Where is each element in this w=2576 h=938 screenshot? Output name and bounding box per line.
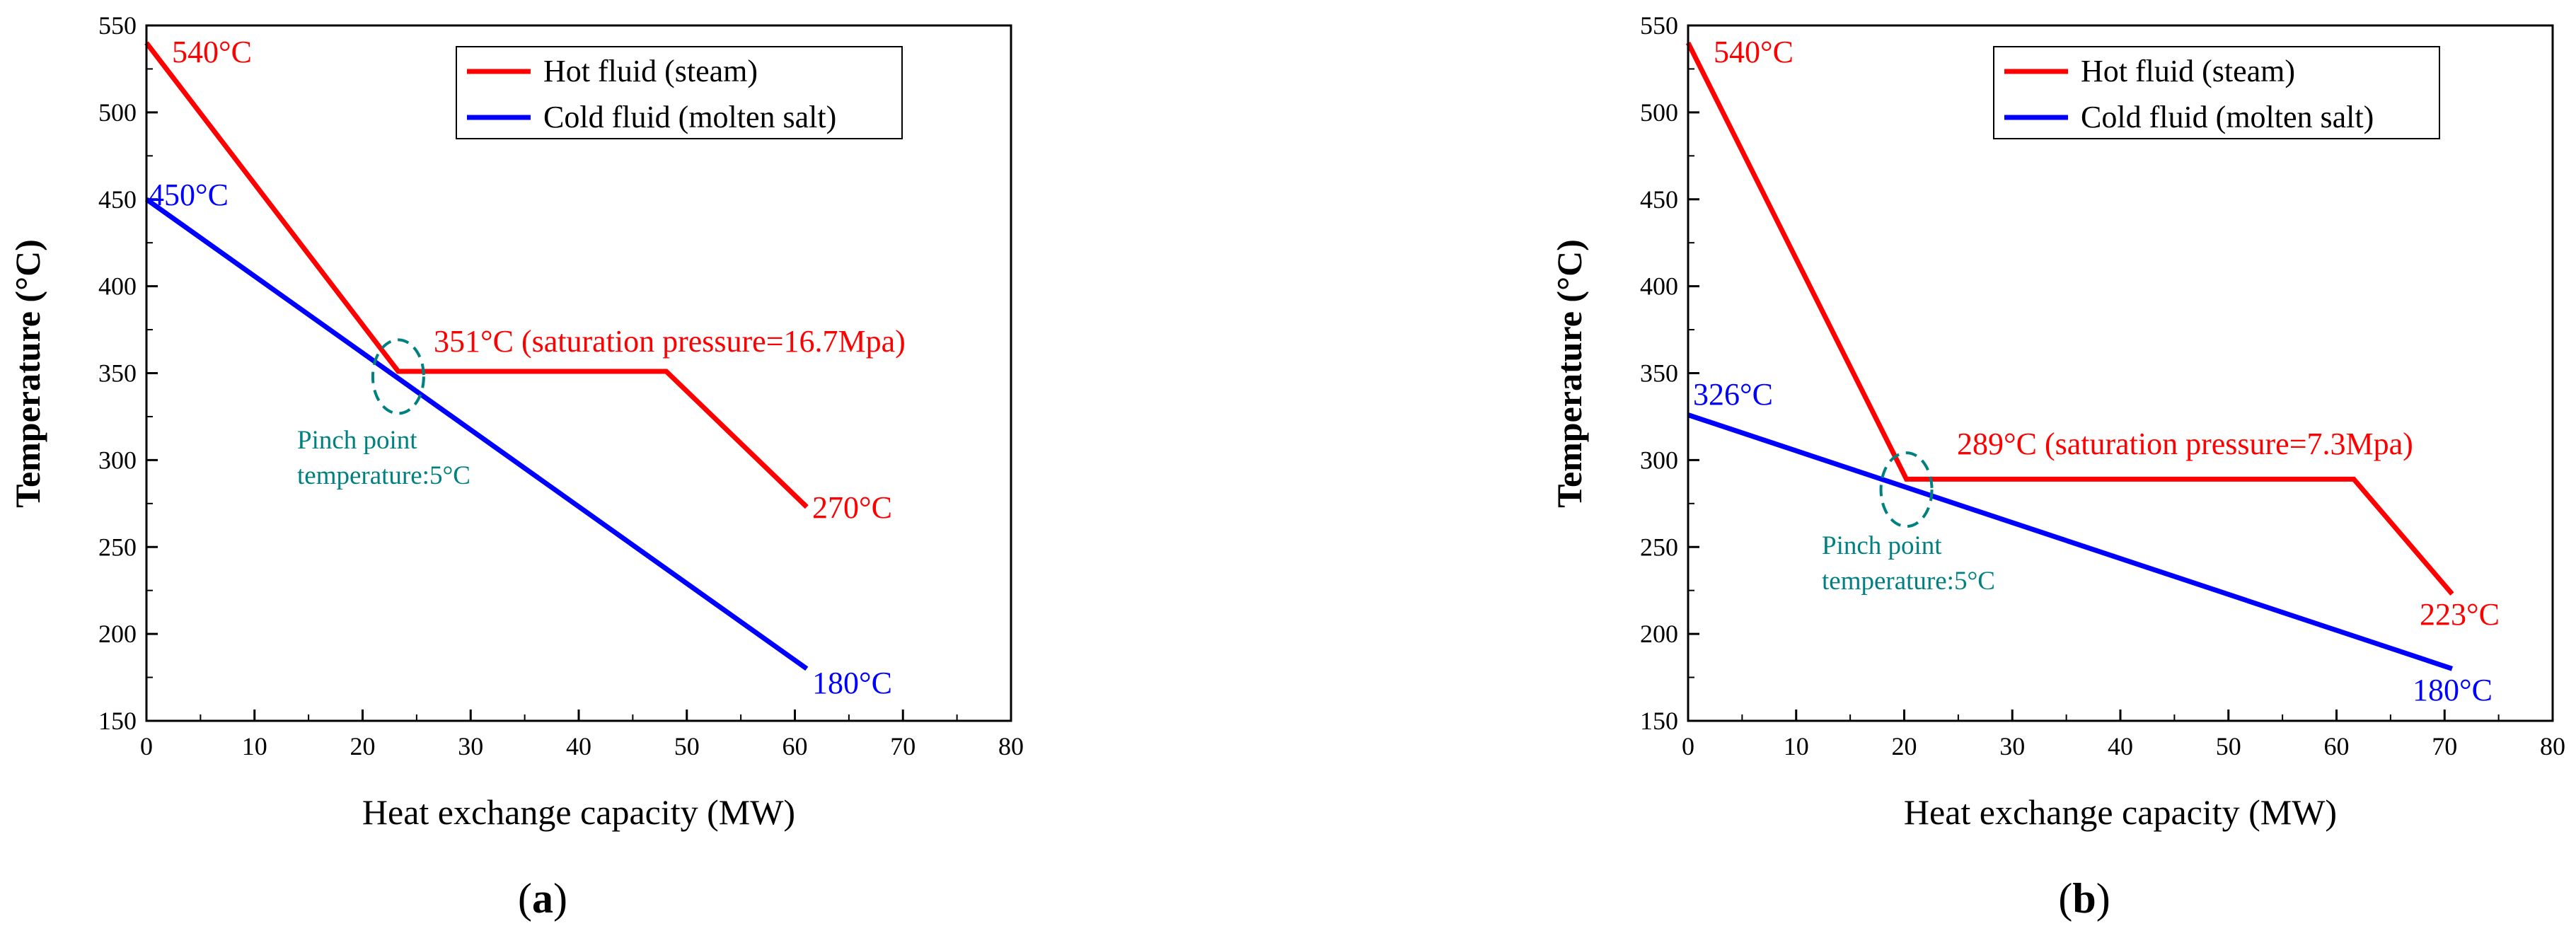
panel-b-series-cold-line	[1687, 412, 2454, 671]
panel-b-x-tick-label: 10	[1784, 732, 1809, 760]
panel-b-hot-end-label: 223°C	[2420, 597, 2500, 632]
panel-b-letter: (b)	[2058, 875, 2110, 922]
panel-b-cold-end-label: 180°C	[2413, 673, 2493, 707]
panel-b-x-tick-label: 30	[1999, 732, 2025, 760]
panel-b-saturation-label: 289°C (saturation pressure=7.3Mpa)	[1957, 427, 2413, 461]
panel-a-x-tick-label: 70	[890, 732, 916, 760]
panel-a-series-cold-line	[144, 197, 809, 671]
panel-a-y-tick-label: 400	[98, 272, 137, 301]
panel-a-cold-start-label: 450°C	[149, 178, 229, 212]
panel-b-legend-box	[1993, 46, 2440, 139]
panel-b: 0 10 20 30 40 50 60 70 80 150 200 250 300 350 400 450 50…	[1549, 11, 2565, 922]
panel-b-plot-frame	[1687, 24, 2554, 722]
panel-a-legend: Hot fluid (steam) Cold fluid (molten sal…	[456, 46, 903, 139]
panel-a-y-tick-label: 250	[98, 533, 137, 561]
panel-b-x-tick-label: 0	[1682, 732, 1694, 760]
panel-a-ticks: 0 10 20 30 40 50 60 70 80 150 200 250 300 350 400 450 50…	[98, 11, 1024, 760]
panel-b-cold-start-label: 326°C	[1693, 377, 1773, 412]
panel-a-x-tick-label: 20	[350, 732, 376, 760]
panel-b-ticks: 0 10 20 30 40 50 60 70 80 150 200 250 300 350 400 450 50…	[1640, 11, 2565, 760]
panel-b-series	[1685, 42, 2454, 671]
panel-a-hot-start-label: 540°C	[172, 35, 252, 69]
panel-b-legend-hot-label: Hot fluid (steam)	[2081, 54, 2295, 88]
panel-a-y-tick-label: 300	[98, 446, 137, 474]
panel-a-hot-end-label: 270°C	[812, 490, 892, 525]
panel-a-x-tick-label: 40	[566, 732, 591, 760]
panel-a-y-tick-label: 450	[98, 185, 137, 214]
panel-b-legend: Hot fluid (steam) Cold fluid (molten sal…	[1993, 46, 2440, 139]
panel-b-series-hot-line	[1685, 42, 2454, 596]
panel-b-pinch-circle	[1879, 451, 1934, 528]
panel-a-x-tick-label: 50	[674, 732, 700, 760]
panel-a-legend-cold-label: Cold fluid (molten salt)	[543, 100, 836, 134]
panel-b-y-tick-label: 500	[1640, 98, 1678, 127]
panel-b-y-tick-label: 400	[1640, 272, 1678, 301]
panel-a-pinch-label-line1: Pinch point	[297, 426, 417, 455]
panel-a-legend-box	[456, 46, 903, 139]
panel-a-x-tick-label: 30	[458, 732, 483, 760]
panel-b-legend-cold-label: Cold fluid (molten salt)	[2081, 100, 2374, 134]
panel-b-y-tick-label: 250	[1640, 533, 1678, 561]
panel-a-saturation-label: 351°C (saturation pressure=16.7Mpa)	[434, 324, 906, 359]
panel-a-letter-text: a	[532, 875, 553, 922]
panel-a-x-tick-label: 60	[782, 732, 808, 760]
panel-a-series	[144, 41, 809, 671]
panel-b-x-tick-label: 80	[2540, 732, 2565, 760]
panel-a-plot-frame	[145, 24, 1012, 722]
panel-a-pinch-label-line2: temperature:5°C	[297, 461, 470, 490]
panel-b-y-tick-label: 200	[1640, 620, 1678, 648]
panel-b-x-tick-label: 70	[2432, 732, 2457, 760]
panel-a-y-tick-label: 350	[98, 359, 137, 388]
panel-b-x-tick-label: 20	[1892, 732, 1917, 760]
panel-a-x-axis-title: Heat exchange capacity (MW)	[362, 792, 795, 832]
panel-b-hot-start-label: 540°C	[1714, 35, 1794, 69]
panel-a-series-hot-line	[144, 41, 809, 509]
panel-a-pinch-circle	[371, 338, 425, 415]
panel-a: 0 10 20 30 40 50 60 70 80 150 200 250 300 350 400 450 50…	[8, 11, 1024, 922]
panel-a-x-tick-label: 80	[998, 732, 1024, 760]
panel-b-y-tick-label: 150	[1640, 707, 1678, 735]
panel-a-x-tick-label: 0	[140, 732, 153, 760]
panel-b-y-axis-title: Temperature (°C)	[1549, 239, 1589, 508]
panel-b-x-tick-label: 60	[2324, 732, 2350, 760]
panel-b-x-tick-label: 50	[2216, 732, 2241, 760]
panel-a-legend-hot-label: Hot fluid (steam)	[543, 54, 758, 88]
panel-b-y-tick-label: 300	[1640, 446, 1678, 474]
panel-a-y-tick-label: 550	[98, 11, 137, 40]
panel-b-pinch-label-line2: temperature:5°C	[1822, 567, 1995, 596]
panel-a-y-tick-label: 500	[98, 98, 137, 127]
panel-b-y-tick-label: 550	[1640, 11, 1678, 40]
panel-a-cold-end-label: 180°C	[812, 666, 892, 700]
panel-b-y-tick-label: 450	[1640, 185, 1678, 214]
panel-a-x-tick-label: 10	[242, 732, 267, 760]
panel-b-letter-text: b	[2072, 875, 2096, 922]
panel-a-y-tick-label: 200	[98, 620, 137, 648]
panel-b-y-tick-label: 350	[1640, 359, 1678, 388]
panel-b-x-tick-label: 40	[2108, 732, 2133, 760]
panel-b-pinch-label-line1: Pinch point	[1822, 531, 1942, 560]
panel-a-letter: (a)	[518, 875, 567, 922]
panel-b-x-axis-title: Heat exchange capacity (MW)	[1904, 792, 2337, 832]
panel-a-y-tick-label: 150	[98, 707, 137, 735]
panel-a-y-axis-title: Temperature (°C)	[8, 239, 47, 508]
